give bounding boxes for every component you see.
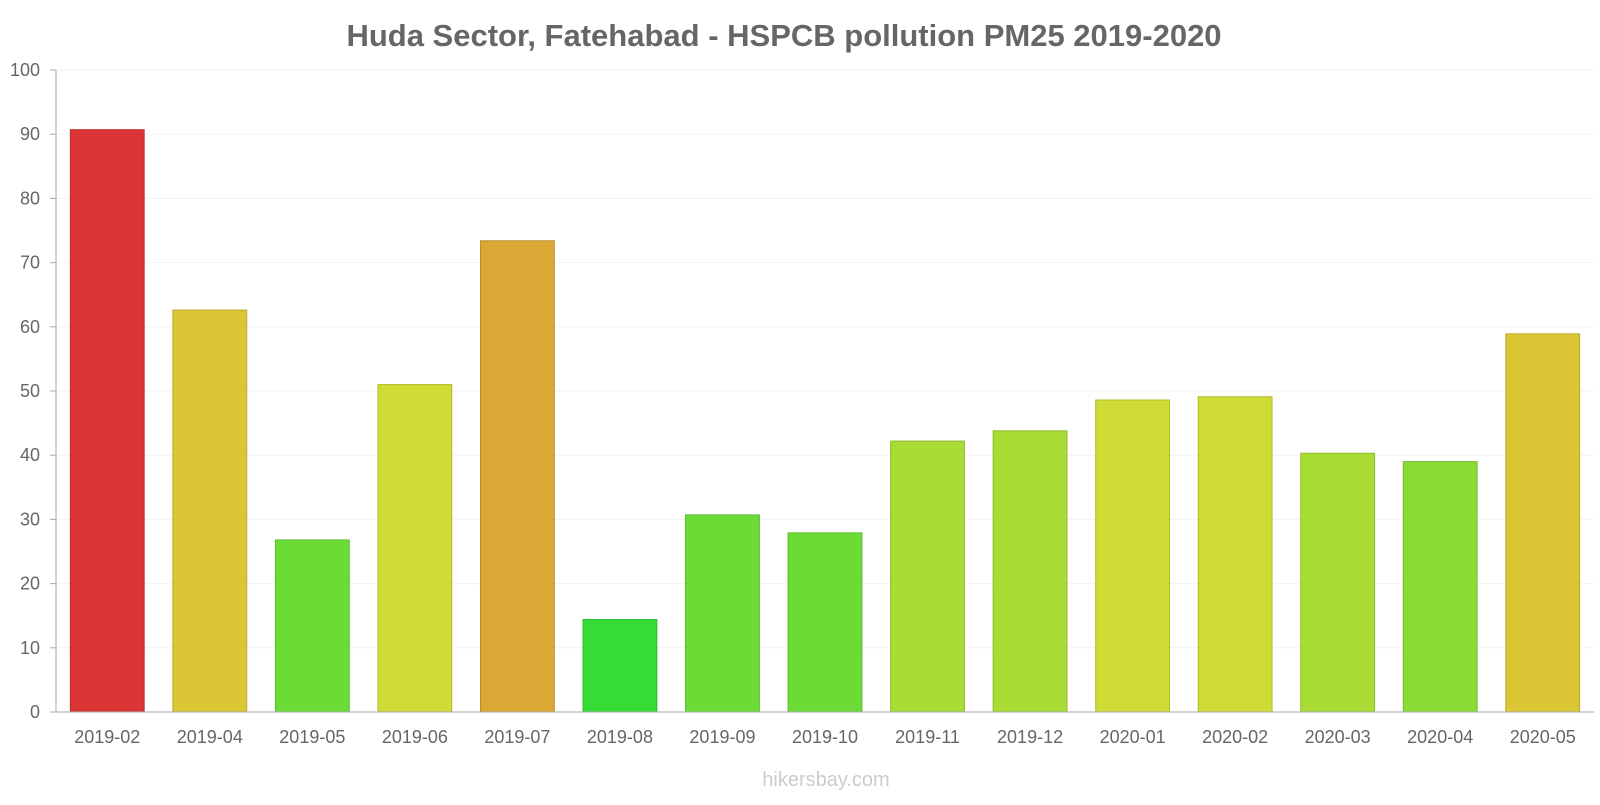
x-tick-label: 2020-04 bbox=[1407, 727, 1473, 747]
bar-2019-11 bbox=[890, 440, 965, 713]
bar-2019-10 bbox=[787, 532, 863, 713]
y-tick-label: 70 bbox=[20, 253, 40, 273]
x-tick-label: 2019-05 bbox=[279, 727, 345, 747]
x-tick-label: 2019-10 bbox=[792, 727, 858, 747]
bar-2019-12 bbox=[992, 430, 1068, 713]
x-tick-label: 2019-07 bbox=[484, 727, 550, 747]
y-tick-label: 10 bbox=[20, 638, 40, 658]
x-tick-label: 2020-03 bbox=[1305, 727, 1371, 747]
x-tick-label: 2019-09 bbox=[689, 727, 755, 747]
bar-2019-02 bbox=[69, 129, 145, 713]
y-tick-label: 80 bbox=[20, 188, 40, 208]
x-axis-ticks: 2019-02 2019-04 2019-05 2019-06 2019-07 2019-… bbox=[74, 727, 1576, 747]
y-tick-label: 30 bbox=[20, 509, 40, 529]
chart-title: Huda Sector, Fatehabad - HSPCB pollution… bbox=[346, 18, 1221, 53]
bar-2020-03 bbox=[1300, 452, 1376, 713]
y-tick-label: 20 bbox=[20, 574, 40, 594]
source-watermark: hikersbay.com bbox=[762, 769, 889, 791]
bar-2019-09 bbox=[685, 514, 760, 713]
x-tick-label: 2020-02 bbox=[1202, 727, 1268, 747]
x-tick-label: 2020-05 bbox=[1510, 727, 1576, 747]
bar-2019-08 bbox=[582, 619, 658, 713]
x-tick-label: 2019-06 bbox=[382, 727, 448, 747]
bar-2020-01 bbox=[1095, 399, 1171, 713]
x-tick-label: 2019-04 bbox=[177, 727, 243, 747]
y-tick-label: 60 bbox=[20, 317, 40, 337]
bar-2019-06 bbox=[377, 384, 453, 713]
x-tick-label: 2019-11 bbox=[895, 727, 960, 747]
x-tick-label: 2019-02 bbox=[74, 727, 140, 747]
x-tick-label: 2019-08 bbox=[587, 727, 653, 747]
x-tick-label: 2020-01 bbox=[1100, 727, 1166, 747]
bar-2019-07 bbox=[479, 240, 555, 713]
y-tick-label: 100 bbox=[10, 60, 40, 80]
y-tick-label: 0 bbox=[30, 702, 40, 722]
bar-2020-02 bbox=[1197, 396, 1273, 713]
bars bbox=[69, 129, 1581, 713]
bar-2020-05 bbox=[1505, 333, 1581, 713]
y-tick-label: 40 bbox=[20, 445, 40, 465]
x-tick-label: 2019-12 bbox=[997, 727, 1063, 747]
y-tick-label: 50 bbox=[20, 381, 40, 401]
bar-2020-04 bbox=[1402, 461, 1478, 713]
bar-2019-04 bbox=[172, 309, 248, 713]
y-tick-label: 90 bbox=[20, 124, 40, 144]
bar-2019-05 bbox=[274, 539, 350, 713]
y-axis-ticks: 0 10 20 30 40 50 60 70 80 90 100 bbox=[10, 60, 56, 722]
